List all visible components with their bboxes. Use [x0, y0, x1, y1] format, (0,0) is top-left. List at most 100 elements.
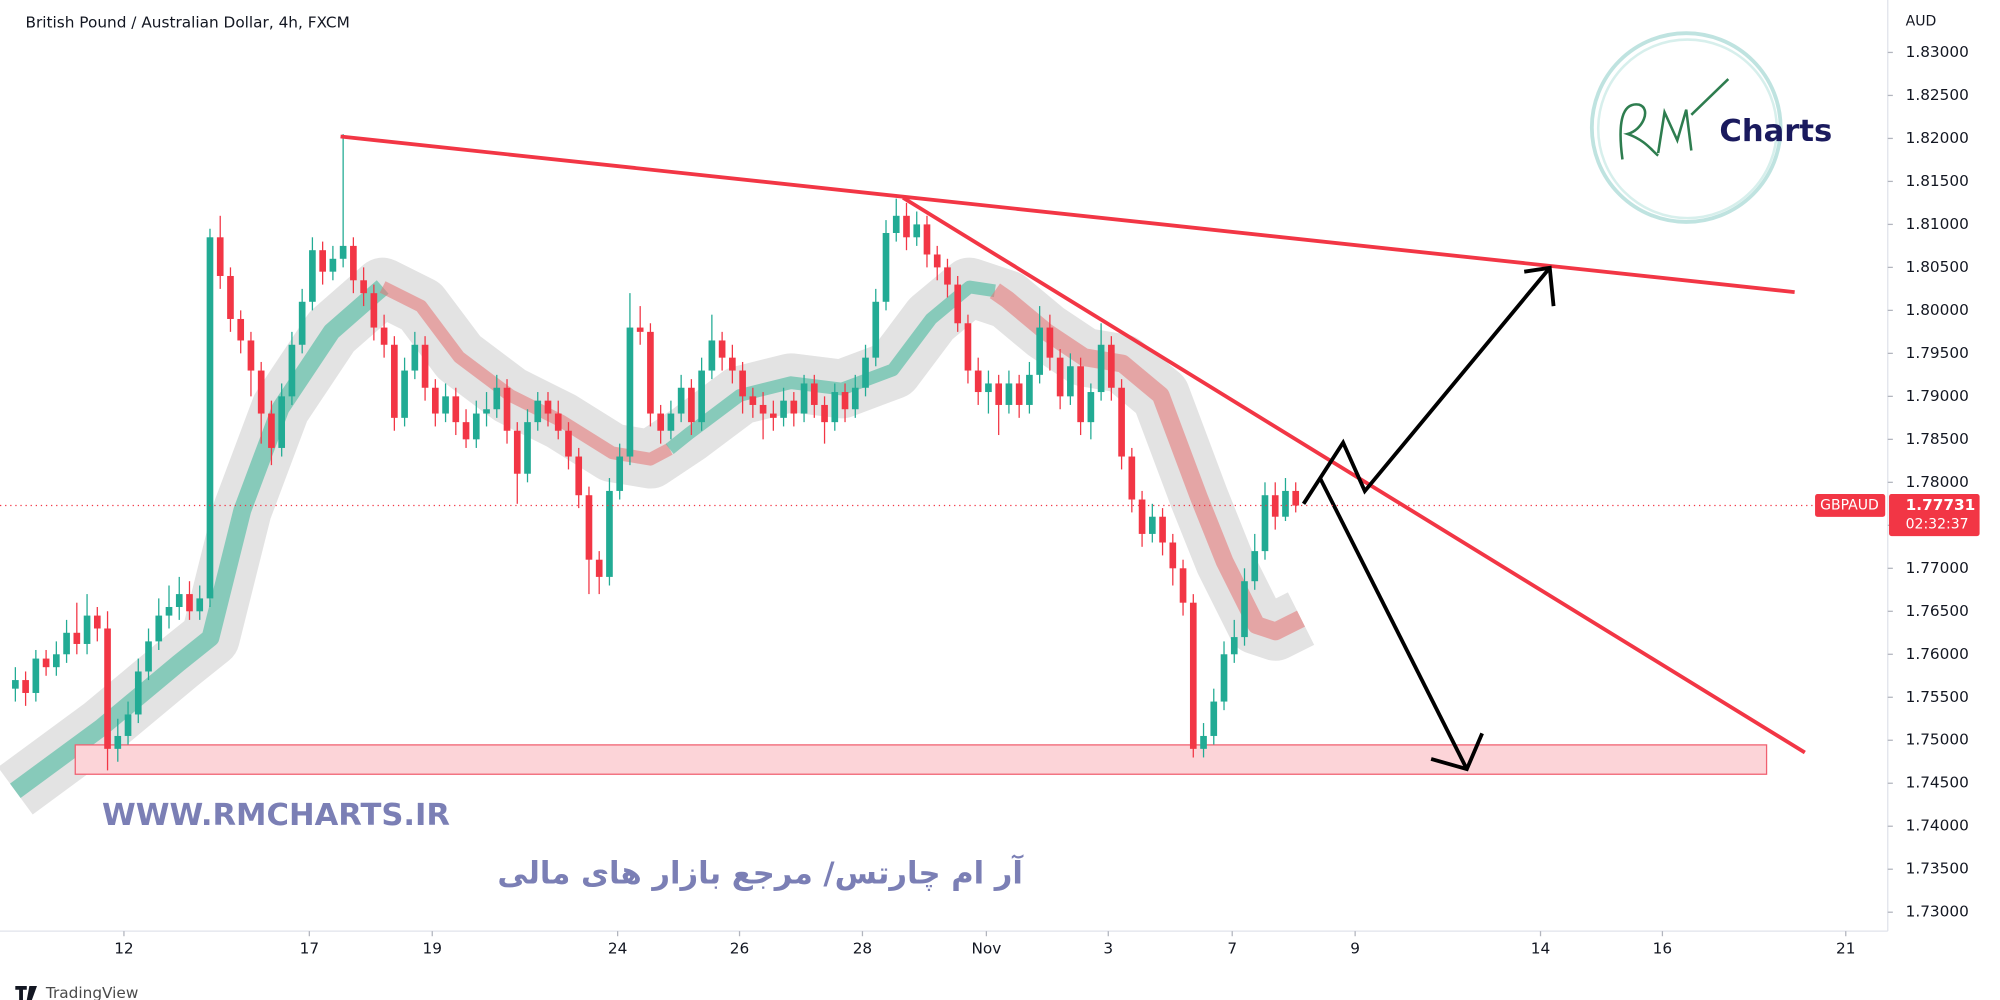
- candle-body: [1271, 495, 1279, 517]
- y-tick-label: 1.81000: [1906, 215, 1969, 233]
- logo-ring: [1596, 38, 1779, 220]
- candle-body: [350, 245, 357, 281]
- y-tick-label: 1.73500: [1906, 860, 1969, 878]
- x-tick-label: 21: [1836, 939, 1855, 957]
- y-tick-label: 1.82500: [1906, 86, 1969, 104]
- candle-body: [636, 327, 644, 332]
- y-tick-label: 1.83000: [1906, 43, 1969, 61]
- trendline: [902, 196, 1806, 755]
- candle-body: [565, 430, 572, 457]
- price-label: 1.77731: [1906, 496, 1976, 514]
- candle-body: [1169, 542, 1177, 569]
- candle-body: [913, 224, 921, 238]
- candle-body: [944, 267, 951, 285]
- candle-body: [585, 495, 593, 560]
- trendline: [340, 134, 1795, 294]
- candle-body: [903, 215, 910, 238]
- candle-body: [53, 654, 60, 668]
- y-tick-label: 1.80500: [1906, 258, 1969, 276]
- x-tick-label: 12: [114, 939, 133, 957]
- y-tick-label: 1.81500: [1906, 172, 1969, 190]
- x-tick-label: 28: [853, 939, 872, 957]
- candle-body: [237, 318, 245, 341]
- candle-body: [759, 404, 767, 414]
- candle-body: [770, 413, 777, 418]
- candle-body: [186, 594, 193, 612]
- candle-body: [1097, 344, 1105, 393]
- price-badge: [1889, 493, 1980, 537]
- ribbon-up: [10, 280, 389, 799]
- y-tick-label: 1.82000: [1906, 129, 1969, 147]
- candle-body: [524, 422, 531, 474]
- candle-body: [206, 237, 214, 599]
- candle-body: [421, 344, 429, 388]
- candle-body: [1077, 366, 1084, 423]
- candle-body: [1005, 383, 1013, 405]
- arrow-head: [1523, 265, 1556, 307]
- candle-body: [493, 387, 501, 410]
- candle-body: [114, 735, 122, 749]
- y-tick-label: 1.79500: [1906, 344, 1969, 362]
- symbol-label: GBPAUD: [1820, 497, 1879, 513]
- candle-body: [698, 370, 705, 423]
- candle-body: [626, 327, 634, 457]
- x-tick-label: 19: [423, 939, 442, 957]
- candle-body: [749, 396, 757, 405]
- x-tick-label: 3: [1103, 939, 1113, 957]
- candle-body: [985, 383, 992, 393]
- candle-body: [964, 323, 972, 371]
- candle-body: [329, 258, 337, 272]
- candle-body: [1220, 654, 1228, 702]
- y-tick-label: 1.74000: [1906, 817, 1969, 835]
- x-tick-label: 17: [300, 939, 319, 957]
- candle-body: [360, 280, 367, 294]
- candle-body: [1036, 327, 1043, 375]
- support-zone: [74, 744, 1768, 775]
- candle-body: [892, 215, 900, 233]
- y-tick-label: 1.78000: [1906, 473, 1969, 491]
- logo-text: Charts: [1719, 114, 1832, 149]
- y-tick-label: 1.79000: [1906, 387, 1969, 405]
- candle-body: [472, 413, 480, 440]
- candle-body: [175, 594, 183, 607]
- drawings: [340, 134, 1806, 772]
- candles: [12, 134, 1300, 771]
- candle-body: [1159, 516, 1166, 543]
- x-tick-label: 9: [1350, 939, 1360, 957]
- footer-brand: TradingView: [45, 984, 138, 1000]
- candle-body: [810, 383, 818, 405]
- logo: Charts: [1589, 31, 1832, 224]
- candle-body: [1128, 456, 1136, 500]
- candle-body: [1210, 701, 1218, 736]
- candle-body: [595, 559, 603, 577]
- candle-body: [83, 615, 91, 644]
- chart-title: British Pound / Australian Dollar, 4h, F…: [26, 13, 350, 31]
- candle-body: [862, 357, 869, 388]
- candle-body: [124, 714, 132, 736]
- candle-body: [257, 370, 265, 414]
- candle-body: [104, 628, 111, 749]
- candle-body: [483, 409, 490, 414]
- candle-body: [1261, 495, 1269, 552]
- x-tick-label: Nov: [971, 939, 1001, 957]
- candle-body: [647, 331, 654, 414]
- candle-body: [1118, 387, 1125, 457]
- candle-body: [247, 340, 255, 371]
- logo-mark: [1619, 103, 1693, 160]
- candle-body: [309, 250, 316, 302]
- candle-body: [431, 387, 439, 414]
- candle-body: [790, 400, 798, 414]
- footer-icon: [15, 985, 37, 1000]
- x-tick-label: 7: [1227, 939, 1237, 957]
- candle-body: [278, 396, 286, 448]
- candle-body: [667, 413, 675, 431]
- candle-body: [1138, 499, 1146, 534]
- candle-body: [575, 456, 583, 496]
- candle-body: [544, 400, 552, 414]
- y-tick-label: 1.80000: [1906, 301, 1969, 319]
- candle-body: [554, 413, 562, 431]
- arrow-path: [1318, 477, 1469, 770]
- candle-body: [1179, 568, 1187, 603]
